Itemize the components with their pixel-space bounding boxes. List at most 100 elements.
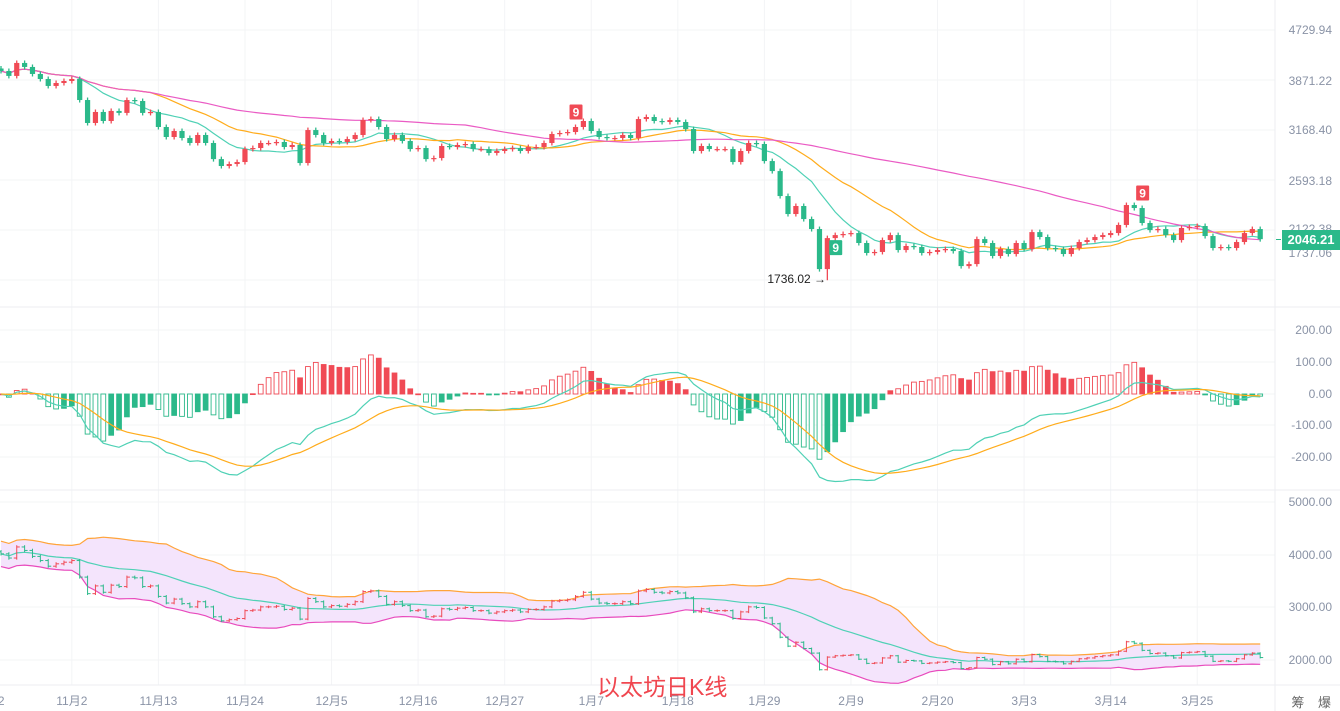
- macd-histogram-bar: [667, 380, 673, 395]
- candle-body: [879, 240, 886, 252]
- candle-body: [604, 137, 610, 139]
- macd-histogram-bar: [596, 377, 602, 395]
- candle-body: [6, 70, 12, 76]
- macd-histogram-bar: [328, 365, 335, 395]
- time-axis-label: 2月9: [838, 694, 864, 708]
- macd-histogram-bar: [1131, 361, 1138, 395]
- macd-histogram-bar: [958, 378, 964, 395]
- candle-body: [203, 134, 209, 143]
- macd-axis-label: 200.00: [1295, 323, 1332, 337]
- candle-body: [974, 239, 980, 265]
- candle-body: [45, 78, 51, 86]
- time-axis-label: 1月29: [748, 694, 781, 708]
- candle-body: [824, 238, 830, 270]
- candle-body: [1108, 233, 1114, 236]
- candle-body: [155, 111, 161, 127]
- macd-histogram-bar: [509, 391, 516, 395]
- candle-body: [431, 158, 437, 160]
- candle-body: [651, 117, 657, 121]
- candle-body: [108, 110, 114, 121]
- candle-body: [990, 243, 996, 256]
- candle-body: [14, 62, 20, 76]
- candle-body: [1210, 236, 1216, 249]
- candle-body: [344, 139, 350, 142]
- candle-body: [856, 233, 862, 244]
- macd-histogram-bar: [887, 390, 894, 395]
- candle-body: [273, 141, 280, 144]
- candle-body: [1249, 229, 1255, 234]
- macd-histogram-bar: [989, 371, 996, 395]
- candle-body: [1005, 249, 1011, 255]
- macd-histogram-bar: [556, 375, 563, 395]
- candle-body: [620, 134, 626, 138]
- moving-average-line: [0, 68, 1261, 254]
- candle-body: [415, 148, 421, 150]
- macd-histogram-bar: [336, 366, 343, 395]
- last-price-badge: 2046.21: [1276, 230, 1340, 250]
- macd-histogram-bar: [572, 370, 579, 395]
- candle-body: [525, 147, 531, 152]
- candle-body: [140, 101, 146, 113]
- macd-histogram-bar: [793, 393, 799, 445]
- candle-body: [439, 145, 445, 159]
- macd-histogram-bar: [352, 366, 359, 395]
- macd-histogram-bar: [1013, 369, 1020, 395]
- boll-axis-label: 2000.00: [1288, 653, 1332, 667]
- candle-body: [399, 134, 405, 142]
- macd-histogram-bar: [249, 393, 256, 396]
- candle-body: [643, 117, 649, 120]
- signal-marker-label: 9: [832, 241, 839, 255]
- candle-body: [1163, 229, 1169, 236]
- macd-histogram-bar: [1076, 377, 1083, 395]
- candle-body: [746, 142, 752, 152]
- candle-body: [352, 134, 358, 140]
- candle-body: [289, 144, 295, 148]
- candle-body: [147, 111, 154, 114]
- macd-histogram-bar: [816, 393, 823, 460]
- toolbar-tools[interactable]: 筹 爆: [1291, 695, 1336, 710]
- time-axis-label: 1月7: [578, 694, 604, 708]
- candle-body: [1155, 229, 1161, 231]
- macd-axis-label: 0.00: [1308, 387, 1332, 401]
- candle-body: [753, 142, 760, 145]
- candle-body: [1037, 232, 1043, 238]
- macd-histogram-bar: [375, 357, 382, 395]
- macd-histogram-bar: [1186, 391, 1193, 395]
- macd-histogram-bar: [1052, 373, 1059, 395]
- candle-body: [37, 73, 43, 79]
- macd-histogram-bar: [1241, 393, 1248, 401]
- candle-body: [1060, 249, 1067, 255]
- candle-body: [1233, 242, 1240, 249]
- macd-histogram-bar: [305, 366, 311, 395]
- candle-body: [1045, 237, 1051, 249]
- candle-body: [675, 120, 681, 122]
- time-axis-label: 3月25: [1181, 694, 1214, 708]
- price-axis-label: 3168.40: [1288, 123, 1332, 137]
- candle-body: [297, 144, 303, 164]
- candle-body: [258, 142, 264, 149]
- macd-histogram-bar: [871, 393, 878, 410]
- candle-body: [864, 243, 870, 253]
- candle-body: [769, 161, 775, 172]
- price-axis-label: 2593.18: [1288, 174, 1332, 188]
- candle-body: [163, 126, 169, 138]
- candle-body: [1084, 240, 1090, 243]
- signal-marker: [1136, 185, 1150, 201]
- boll-axis-label: 3000.00: [1288, 600, 1332, 614]
- candle-body: [171, 131, 177, 138]
- candle-body: [596, 131, 602, 138]
- time-axis-label: 10月22: [0, 694, 5, 708]
- bollinger-upper-line: [0, 536, 1261, 657]
- signal-marker-label: 9: [1139, 187, 1146, 201]
- candle-body: [462, 143, 468, 146]
- candle-body: [1123, 205, 1130, 225]
- time-axis-label: 12月5: [315, 694, 348, 708]
- macd-histogram-bar: [714, 393, 721, 420]
- candle-body: [502, 149, 508, 152]
- candle-body: [950, 249, 956, 252]
- candle-body: [1052, 248, 1059, 250]
- macd-histogram-bar: [265, 377, 272, 395]
- macd-histogram-bar: [1060, 377, 1067, 395]
- candle-body: [628, 134, 634, 138]
